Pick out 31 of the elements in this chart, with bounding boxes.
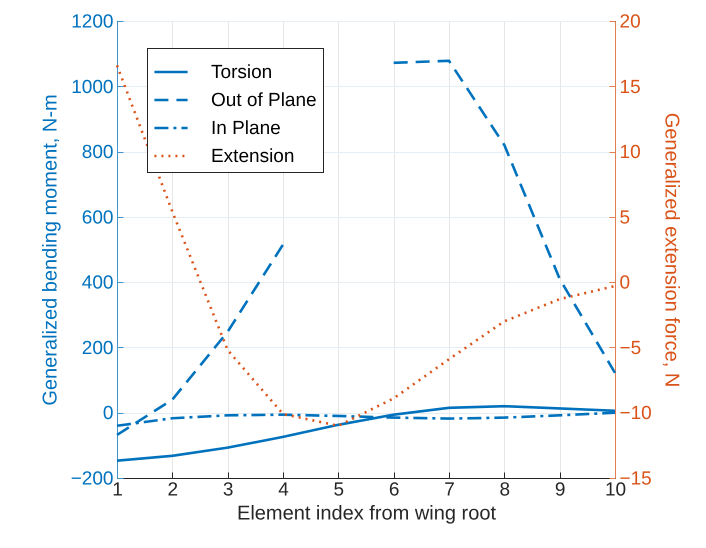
x-tick-label: 6 bbox=[388, 480, 400, 500]
x-tick-label: 9 bbox=[554, 480, 566, 500]
x-tick-label: 4 bbox=[278, 480, 290, 500]
y2-tick-label: 0 bbox=[620, 272, 630, 294]
x-tick-label: 2 bbox=[168, 480, 178, 500]
y-axis-title: Generalized bending moment, N-m bbox=[40, 94, 62, 406]
y-tick-label: 400 bbox=[82, 272, 114, 294]
legend-label: Torsion bbox=[211, 62, 272, 83]
y-tick-label: 600 bbox=[82, 207, 114, 228]
y2-tick-label: 15 bbox=[620, 76, 641, 98]
y2-tick-label: 20 bbox=[620, 12, 641, 32]
y-tick-label: 800 bbox=[82, 142, 114, 164]
y-tick-label: −200 bbox=[70, 468, 114, 490]
y-tick-label: 1200 bbox=[71, 12, 114, 32]
y-tick-label: 200 bbox=[82, 338, 114, 359]
x-tick-label: 8 bbox=[500, 480, 510, 500]
legend-label: In Plane bbox=[211, 118, 281, 139]
y2-tick-label: 10 bbox=[620, 142, 641, 164]
x-axis-title: Element index from wing root bbox=[236, 502, 496, 524]
x-tick-label: 7 bbox=[444, 480, 455, 500]
y2-tick-label: −5 bbox=[620, 338, 642, 359]
y2-tick-label: −10 bbox=[620, 403, 652, 424]
legend-label: Out of Plane bbox=[211, 90, 317, 111]
y-tick-label: 0 bbox=[102, 403, 114, 424]
y2-axis-title: Generalized extension force, N bbox=[660, 112, 683, 388]
y-tick-label: 1000 bbox=[71, 76, 114, 98]
legend-label: Extension bbox=[211, 146, 294, 167]
x-tick-label: 3 bbox=[222, 480, 234, 500]
x-tick-label: 5 bbox=[334, 480, 344, 500]
y2-tick-label: 5 bbox=[620, 207, 630, 228]
x-tick-label: 1 bbox=[112, 480, 123, 500]
